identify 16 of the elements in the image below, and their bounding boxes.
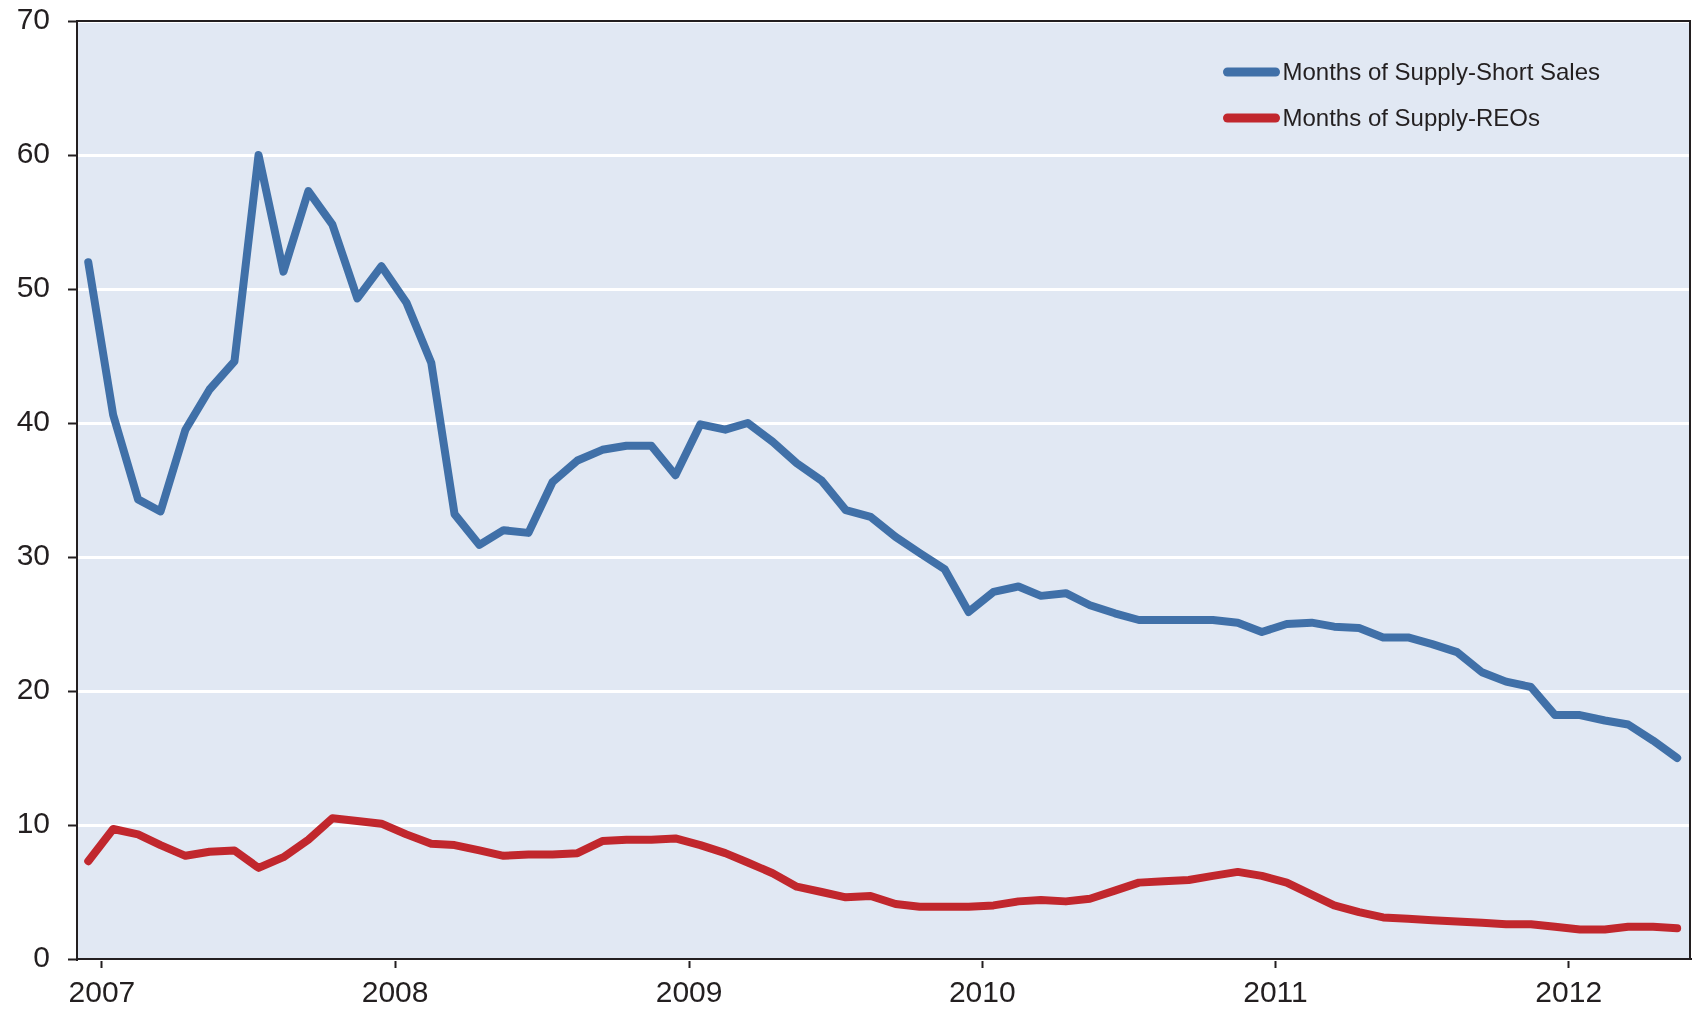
x-tick-label: 2008	[361, 975, 429, 1009]
y-tick-label: 20	[16, 672, 50, 706]
x-tick-label: 2012	[1535, 975, 1603, 1009]
x-tick-label: 2010	[948, 975, 1016, 1009]
x-tick-label: 2007	[68, 975, 136, 1009]
y-tick-label: 10	[16, 806, 50, 840]
x-tick-label: 2011	[1243, 975, 1308, 1009]
y-tick-label: 30	[16, 538, 50, 572]
y-tick-label: 50	[16, 270, 50, 304]
legend-label: Months of Supply-Short Sales	[1282, 57, 1600, 85]
legend-label: Months of Supply-REOs	[1282, 103, 1540, 131]
y-tick-label: 60	[16, 136, 50, 170]
y-tick-label: 0	[33, 940, 50, 974]
x-tick-label: 2009	[655, 975, 723, 1009]
y-tick-label: 70	[16, 2, 50, 36]
y-tick-label: 40	[16, 404, 50, 438]
